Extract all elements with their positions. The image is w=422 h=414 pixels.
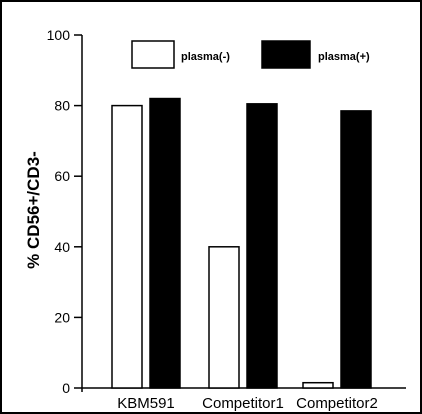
legend-label: plasma(-) <box>181 51 230 63</box>
y-tick-label: 20 <box>54 309 70 325</box>
bar-plasma-minus-kbm591 <box>111 104 143 389</box>
bars <box>111 97 372 389</box>
x-tick-label: Competitor1 <box>202 395 284 412</box>
x-tick-label: KBM591 <box>117 395 175 412</box>
x-axis: KBM591 Competitor1 Competitor2 <box>82 387 406 412</box>
legend-swatch <box>131 40 175 69</box>
x-tick-label: Competitor2 <box>296 395 378 412</box>
y-tick-label: 80 <box>54 98 70 114</box>
legend-label: plasma(+) <box>318 51 370 63</box>
y-tick-label: 40 <box>54 239 70 255</box>
legend-swatch <box>261 40 311 69</box>
bar-plasma-plus-kbm591 <box>149 97 181 389</box>
legend: plasma(-) plasma(+) <box>131 40 370 69</box>
y-axis: 0 20 40 60 80 100 <box>47 27 83 396</box>
y-tick-label: 100 <box>47 27 71 43</box>
y-tick-label: 60 <box>54 168 70 184</box>
bar-plasma-plus-competitor1 <box>246 103 278 389</box>
y-tick-label: 0 <box>62 380 70 396</box>
y-axis-title: % CD56+/CD3- <box>24 151 43 269</box>
bar-plasma-minus-competitor1 <box>208 246 240 389</box>
bar-plasma-plus-competitor2 <box>340 110 372 389</box>
bar-plasma-minus-competitor2 <box>302 381 334 389</box>
